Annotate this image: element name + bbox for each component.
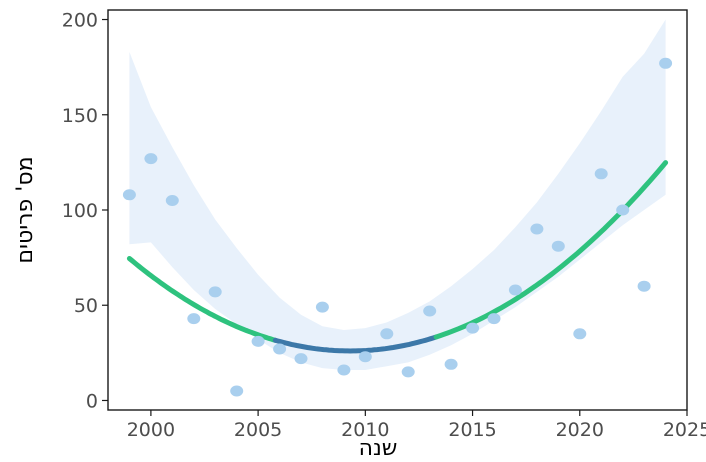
data-point <box>444 358 458 370</box>
data-point <box>380 328 394 340</box>
data-point <box>594 168 608 180</box>
trend-layer <box>126 160 669 354</box>
data-point <box>551 240 565 252</box>
data-point <box>337 364 351 376</box>
data-point <box>315 301 329 313</box>
data-point <box>187 313 201 325</box>
points-layer <box>122 57 673 397</box>
data-point <box>208 286 222 298</box>
data-point <box>423 305 437 317</box>
data-point <box>122 189 136 201</box>
x-tick-label: 2025 <box>663 419 706 441</box>
ci-band-layer <box>129 19 666 370</box>
data-point <box>659 57 673 69</box>
x-axis: 2000 2005 2010 2015 2020 2025 <box>127 410 706 441</box>
data-point <box>466 322 480 334</box>
data-point <box>294 353 308 365</box>
y-tick-label: 0 <box>86 390 98 412</box>
x-tick-label: 2010 <box>341 419 389 441</box>
y-axis: 0 50 100 150 200 <box>62 10 108 412</box>
confidence-band <box>129 19 666 370</box>
data-point <box>165 195 179 206</box>
trend-line-middle <box>272 334 439 354</box>
y-tick-label: 200 <box>62 10 98 32</box>
data-point <box>230 385 244 397</box>
trend-line-left <box>126 256 278 343</box>
data-point <box>487 313 501 325</box>
x-axis-title: שנה <box>359 436 398 461</box>
x-tick-label: 2005 <box>234 419 282 441</box>
data-point <box>273 343 287 355</box>
data-point <box>251 335 265 347</box>
y-axis-title: מס' פריטים <box>13 156 38 263</box>
x-tick-label: 2015 <box>448 419 496 441</box>
data-point <box>637 280 651 292</box>
y-tick-label: 150 <box>62 105 98 127</box>
data-point <box>358 351 372 363</box>
trend-line-right <box>433 160 669 340</box>
y-tick-label: 100 <box>62 200 98 222</box>
data-point <box>573 328 587 340</box>
y-tick-label: 50 <box>74 295 98 317</box>
x-tick-label: 2000 <box>127 419 175 441</box>
data-point <box>530 223 544 235</box>
data-point <box>401 366 415 378</box>
data-point <box>144 153 158 165</box>
data-point <box>616 204 630 216</box>
x-tick-label: 2020 <box>556 419 604 441</box>
data-point <box>508 284 522 296</box>
